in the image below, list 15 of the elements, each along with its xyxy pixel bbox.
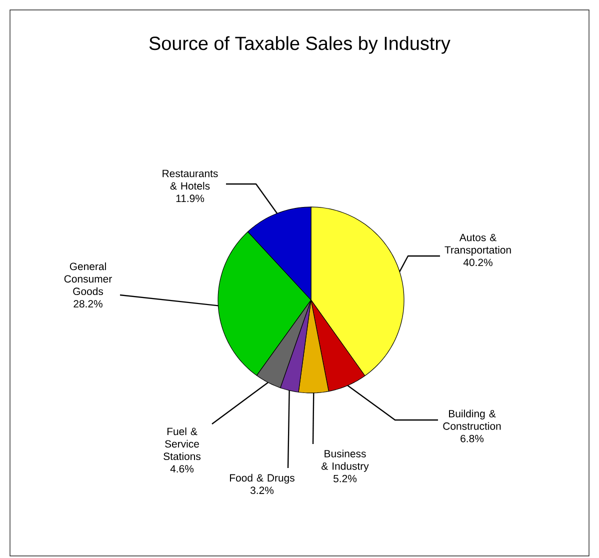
slice-label: Building & Construction	[443, 410, 501, 430]
slice-label: Fuel & Service Stations	[164, 427, 201, 460]
slice-label: General Consumer Goods	[64, 262, 112, 296]
slice-label: Food & Drugs	[230, 474, 294, 484]
slice-label: Business & Industry	[322, 450, 369, 472]
data-label: 28.2%	[74, 300, 102, 308]
data-label: 40.2%	[463, 258, 492, 266]
data-label: 3.2%	[250, 486, 274, 494]
slice-label: Autos & Transportation	[444, 234, 511, 256]
data-label: 11.9%	[176, 194, 204, 202]
slice-label: Restaurants & Hotels	[162, 170, 218, 190]
data-label: 5.2%	[334, 474, 357, 482]
data-label: 6.8%	[460, 434, 484, 442]
data-label: 4.6%	[170, 465, 194, 473]
chart-title: Source of Taxable Sales by Industry	[149, 36, 450, 54]
